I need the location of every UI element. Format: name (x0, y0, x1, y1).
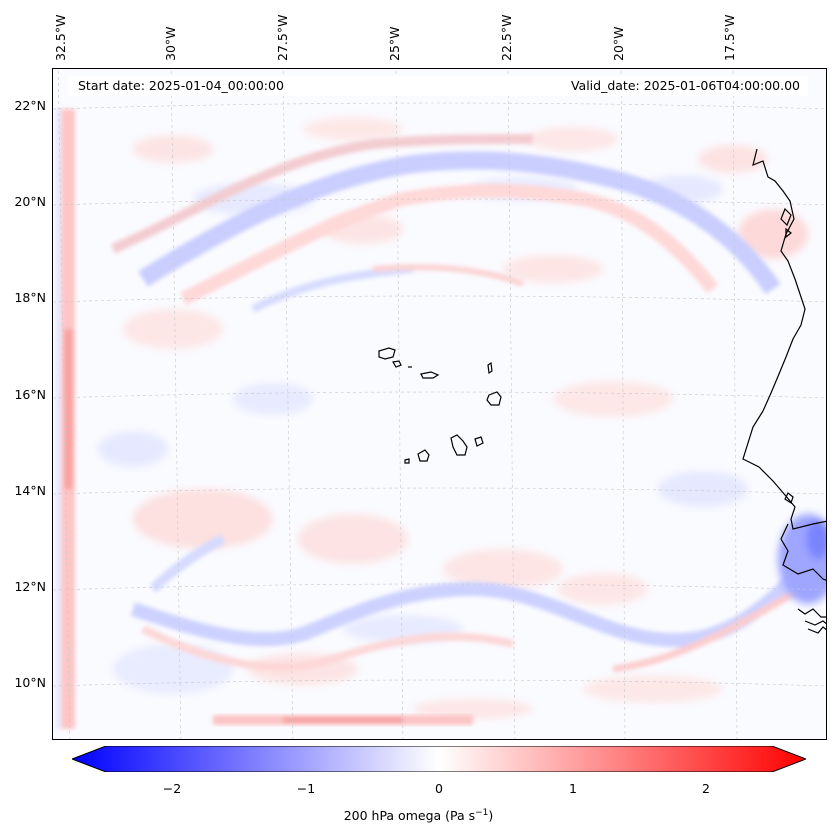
colorbar-label: 200 hPa omega (Pa s−1) (0, 808, 837, 823)
graticule (53, 69, 826, 739)
map-panel[interactable] (52, 68, 827, 740)
colorbar-label-close: ) (488, 808, 494, 824)
valid-date-label: Valid_date: 2025-01-06T04:00:00.00 (570, 78, 800, 93)
lon-label-32-5w: 32.5°W (53, 14, 68, 61)
south-boundary-strip (213, 715, 473, 725)
info-banner: Start date: 2025-01-04_00:00:00 Valid_da… (68, 76, 808, 96)
lon-label-25w: 25°W (387, 26, 402, 61)
southern-arc-band (130, 534, 826, 673)
colorbar-tick-0: 0 (435, 781, 443, 796)
colorbar (72, 746, 806, 772)
colorbar-tick-neg1: −1 (296, 781, 316, 796)
lon-label-20w: 20°W (611, 26, 626, 61)
african-coastline (742, 148, 826, 634)
lon-label-27-5w: 27.5°W (275, 14, 290, 61)
omega-field-map (53, 69, 826, 739)
cape-verde-islands (378, 347, 502, 464)
start-date-label: Start date: 2025-01-04_00:00:00 (78, 78, 284, 93)
northern-arc-band (110, 134, 781, 313)
colorbar-label-exponent: −1 (475, 808, 489, 818)
colorbar-tick-2: 2 (702, 781, 710, 796)
lat-label-18n: 18°N (14, 290, 46, 305)
lon-label-22-5w: 22.5°W (499, 14, 514, 61)
colorbar-tick-1: 1 (569, 781, 577, 796)
lat-label-10n: 10°N (14, 675, 46, 690)
lat-label-14n: 14°N (14, 483, 46, 498)
west-boundary-strip (56, 109, 75, 729)
colorbar-tick-neg2: −2 (162, 781, 182, 796)
lon-label-30w: 30°W (163, 26, 178, 61)
colorbar-label-main: 200 hPa omega (Pa s (343, 808, 476, 824)
lat-label-16n: 16°N (14, 387, 46, 402)
coastal-negative-core (778, 514, 826, 604)
lat-label-12n: 12°N (14, 579, 46, 594)
colorbar-gradient (72, 746, 806, 772)
lat-label-20n: 20°N (14, 194, 46, 209)
lat-label-22n: 22°N (14, 98, 46, 113)
lon-label-17-5w: 17.5°W (722, 14, 737, 61)
